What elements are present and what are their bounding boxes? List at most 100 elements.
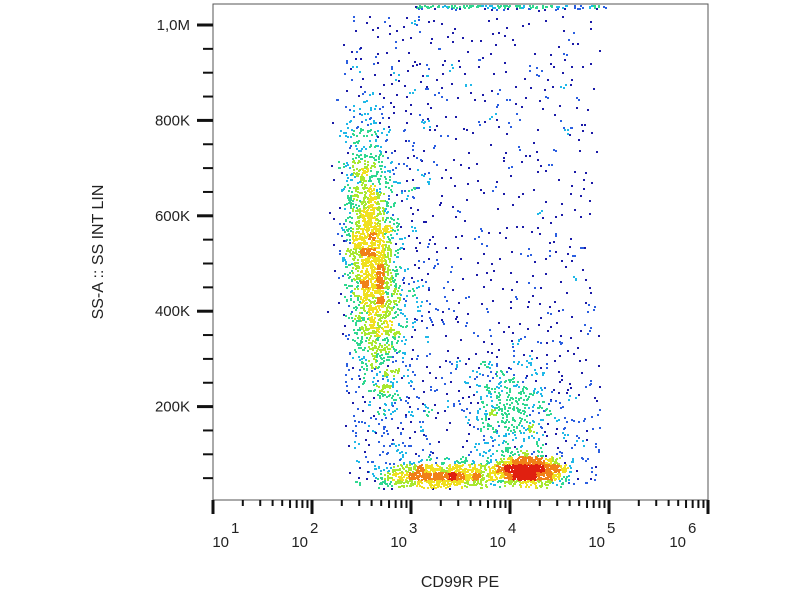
event-dot <box>379 226 381 228</box>
event-dot <box>397 182 399 184</box>
event-dot <box>532 406 534 408</box>
event-dot <box>490 483 492 485</box>
event-dot <box>522 390 524 392</box>
event-dot <box>564 417 566 419</box>
event-dot <box>437 476 439 478</box>
event-dot <box>367 471 369 473</box>
event-dot <box>366 478 368 480</box>
event-dot <box>556 420 558 422</box>
event-dot <box>354 279 356 281</box>
event-dot <box>508 421 510 423</box>
event-dot <box>468 152 470 154</box>
event-dot <box>474 99 476 101</box>
event-dot <box>460 480 462 482</box>
event-dot <box>387 305 389 307</box>
event-dot <box>357 225 359 227</box>
event-dot <box>505 421 507 423</box>
event-dot <box>514 453 516 455</box>
event-dot <box>375 331 377 333</box>
event-dot <box>376 192 378 194</box>
event-dot <box>361 239 363 241</box>
event-dot <box>352 357 354 359</box>
event-dot <box>372 256 374 258</box>
event-dot <box>367 233 369 235</box>
event-dot <box>482 94 484 96</box>
event-dot <box>508 394 510 396</box>
event-dot <box>483 253 485 255</box>
event-dot <box>598 449 600 451</box>
event-dot <box>396 194 398 196</box>
event-dot <box>546 342 548 344</box>
event-dot <box>390 413 392 415</box>
event-dot <box>429 471 431 473</box>
event-dot <box>495 414 497 416</box>
event-dot <box>390 242 392 244</box>
event-dot <box>576 435 578 437</box>
event-dot <box>384 233 386 235</box>
event-dot <box>346 180 348 182</box>
event-dot <box>370 123 372 125</box>
event-dot <box>376 254 378 256</box>
event-dot <box>551 479 553 481</box>
event-dot <box>413 290 415 292</box>
event-dot <box>541 473 543 475</box>
event-dot <box>371 240 373 242</box>
event-dot <box>342 333 344 335</box>
event-dot <box>373 327 375 329</box>
event-dot <box>486 480 488 482</box>
event-dot <box>361 242 363 244</box>
event-dot <box>382 306 384 308</box>
event-dot <box>506 481 508 483</box>
event-dot <box>373 266 375 268</box>
event-dot <box>565 470 567 472</box>
event-dot <box>338 302 340 304</box>
event-dot <box>375 233 377 235</box>
event-dot <box>488 390 490 392</box>
event-dot <box>390 230 392 232</box>
event-dot <box>346 365 348 367</box>
event-dot <box>407 369 409 371</box>
event-dot <box>391 488 393 490</box>
event-dot <box>560 486 562 488</box>
event-dot <box>498 462 500 464</box>
event-dot <box>361 317 363 319</box>
event-dot <box>531 374 533 376</box>
event-dot <box>363 309 365 311</box>
event-dot <box>505 447 507 449</box>
event-dot <box>490 461 492 463</box>
event-dot <box>422 403 424 405</box>
event-dot <box>472 468 474 470</box>
event-dot <box>421 476 423 478</box>
event-dot <box>360 296 362 298</box>
event-dot <box>445 476 447 478</box>
event-dot <box>371 344 373 346</box>
event-dot <box>528 426 530 428</box>
event-dot <box>431 321 433 323</box>
event-dot <box>373 358 375 360</box>
event-dot <box>433 161 435 163</box>
event-dot <box>485 452 487 454</box>
event-dot <box>371 317 373 319</box>
event-dot <box>558 392 560 394</box>
event-dot <box>372 29 374 31</box>
event-dot <box>354 176 356 178</box>
event-dot <box>364 252 366 254</box>
event-dot <box>351 270 353 272</box>
event-dot <box>374 465 376 467</box>
event-dot <box>363 368 365 370</box>
event-dot <box>380 264 382 266</box>
event-dot <box>476 384 478 386</box>
event-dot <box>364 219 366 221</box>
event-dot <box>525 395 527 397</box>
event-dot <box>361 332 363 334</box>
event-dot <box>353 206 355 208</box>
event-dot <box>370 242 372 244</box>
event-dot <box>494 407 496 409</box>
event-dot <box>346 123 348 125</box>
event-dot <box>533 463 535 465</box>
event-dot <box>431 487 433 489</box>
event-dot <box>548 470 550 472</box>
event-dot <box>372 288 374 290</box>
event-dot <box>499 258 501 260</box>
event-dot <box>523 440 525 442</box>
